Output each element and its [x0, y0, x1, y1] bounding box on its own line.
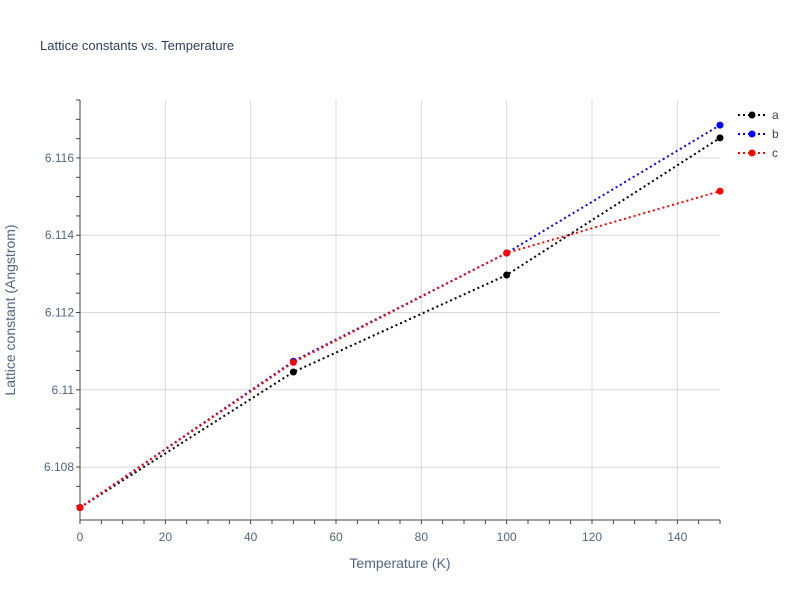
data-point-c[interactable]: [76, 504, 84, 512]
data-point-c[interactable]: [289, 358, 297, 366]
data-point-c[interactable]: [503, 249, 511, 257]
legend-label-c[interactable]: c: [772, 146, 778, 160]
x-axis-ticks: 0 20 40 60 80 100 120 140: [77, 530, 688, 544]
y-tick-label: 6.112: [45, 306, 74, 320]
x-tick-label: 60: [329, 530, 343, 544]
x-axis-title: Temperature (K): [349, 555, 450, 571]
y-tick-label: 6.108: [44, 460, 74, 474]
chart-title: Lattice constants vs. Temperature: [40, 38, 234, 53]
axes: [76, 99, 721, 524]
y-tick-label: 6.11: [52, 383, 75, 397]
legend-marker-a: [748, 111, 756, 119]
x-tick-label: 40: [244, 530, 258, 544]
y-axis-ticks: 6.108 6.11 6.112 6.114 6.116: [44, 151, 74, 474]
y-tick-label: 6.116: [45, 151, 74, 165]
grid: [80, 100, 720, 520]
data-point-b[interactable]: [716, 121, 724, 129]
data-point-c[interactable]: [716, 187, 724, 195]
x-tick-label: 140: [667, 530, 687, 544]
data-point-a[interactable]: [503, 271, 511, 279]
legend-label-b[interactable]: b: [772, 127, 779, 141]
data-point-a[interactable]: [289, 368, 297, 376]
y-tick-label: 6.114: [45, 228, 74, 242]
x-tick-label: 80: [415, 530, 429, 544]
series-line-a: [79, 137, 721, 509]
legend[interactable]: abc: [738, 108, 779, 160]
x-tick-label: 100: [497, 530, 517, 544]
legend-marker-c: [748, 149, 756, 157]
x-tick-label: 0: [77, 530, 84, 544]
legend-label-a[interactable]: a: [772, 108, 779, 122]
legend-marker-b: [748, 130, 756, 138]
data-point-a[interactable]: [716, 134, 724, 142]
series-group: [76, 121, 724, 512]
y-axis-title: Lattice constant (Angstrom): [2, 224, 18, 395]
x-tick-label: 20: [159, 530, 173, 544]
x-tick-label: 120: [582, 530, 602, 544]
